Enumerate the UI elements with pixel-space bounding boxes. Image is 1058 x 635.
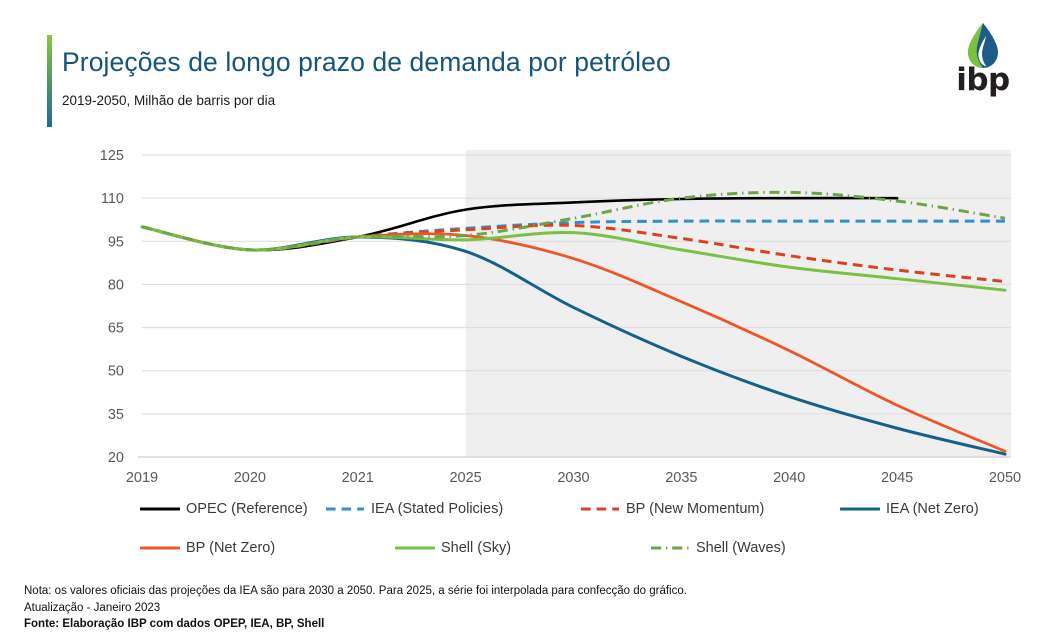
legend-swatch xyxy=(581,507,619,511)
footnote-update: Atualização - Janeiro 2023 xyxy=(24,601,161,614)
legend-item[interactable]: IEA (Net Zero) xyxy=(840,501,979,517)
svg-text:2045: 2045 xyxy=(881,470,913,486)
footnote-source: Fonte: Elaboração IBP com dados OPEP, IE… xyxy=(24,618,325,630)
legend-row: OPEC (Reference) IEA (Stated Policies) BP … xyxy=(140,496,1000,522)
page-subtitle: 2019-2050, Milhão de barris por dia xyxy=(62,93,276,108)
svg-text:2025: 2025 xyxy=(449,470,481,486)
logo-wordmark: ibp xyxy=(956,62,1010,98)
legend-label: Shell (Sky) xyxy=(441,540,512,556)
footnote-note: Nota: os valores oficiais das projeções … xyxy=(24,585,687,597)
data-series-lines xyxy=(140,190,1007,456)
legend-swatch xyxy=(651,546,689,550)
page-title: Projeções de longo prazo de demanda por … xyxy=(62,47,671,77)
x-axis-tick-labels: 2019 2020 2021 2025 2030 2035 2040 2045 2050 xyxy=(126,470,1021,486)
chart-header: Projeções de longo prazo de demanda por … xyxy=(0,0,1058,140)
legend-swatch xyxy=(140,546,180,550)
legend-item[interactable]: Shell (Waves) xyxy=(650,540,786,556)
y-axis-tick-labels: 20 35 50 65 80 95 110 125 xyxy=(100,148,124,466)
ibp-logo: ibp xyxy=(946,22,1020,96)
legend-label: OPEC (Reference) xyxy=(186,501,308,517)
legend-label: BP (New Momentum) xyxy=(626,501,765,517)
svg-text:2035: 2035 xyxy=(665,470,697,486)
legend-item[interactable]: Shell (Sky) xyxy=(395,540,511,556)
svg-text:20: 20 xyxy=(108,450,124,466)
svg-text:2030: 2030 xyxy=(557,470,589,486)
svg-text:2050: 2050 xyxy=(989,470,1021,486)
legend-swatch xyxy=(140,507,180,511)
water-drop-icon xyxy=(968,23,998,68)
legend-item[interactable]: BP (Net Zero) xyxy=(140,540,275,556)
chart-footnotes: Nota: os valores oficiais das projeções … xyxy=(24,583,687,633)
legend-swatch xyxy=(840,507,880,511)
svg-text:80: 80 xyxy=(108,277,124,293)
svg-text:2019: 2019 xyxy=(126,470,158,486)
legend-item[interactable]: IEA (Stated Policies) xyxy=(325,501,503,517)
svg-text:65: 65 xyxy=(108,321,124,337)
svg-text:2021: 2021 xyxy=(342,470,374,486)
projection-shaded-band xyxy=(465,150,1011,457)
chart-legend: OPEC (Reference) IEA (Stated Policies) BP … xyxy=(140,496,1000,556)
svg-text:125: 125 xyxy=(100,148,124,164)
legend-label: IEA (Net Zero) xyxy=(886,501,979,517)
legend-row: BP (Net Zero) Shell (Sky) Shell (Waves) xyxy=(140,522,1000,556)
legend-swatch xyxy=(326,507,364,511)
legend-swatch xyxy=(395,546,435,550)
legend-label: IEA (Stated Policies) xyxy=(371,501,504,517)
chart-plot-area: 20 35 50 65 80 95 110 125 2019 2020 2021 2025 2030 2… xyxy=(0,140,1058,490)
legend-label: BP (Net Zero) xyxy=(186,540,276,556)
legend-label: Shell (Waves) xyxy=(696,540,786,556)
title-accent-bar xyxy=(47,35,52,127)
series-line xyxy=(140,225,1007,292)
svg-text:35: 35 xyxy=(108,407,124,423)
legend-item[interactable]: OPEC (Reference) xyxy=(140,501,308,517)
svg-text:50: 50 xyxy=(108,364,124,380)
legend-item[interactable]: BP (New Momentum) xyxy=(580,501,764,517)
svg-text:110: 110 xyxy=(101,191,124,207)
svg-text:2040: 2040 xyxy=(773,470,805,486)
svg-text:95: 95 xyxy=(108,234,124,250)
svg-text:2020: 2020 xyxy=(234,470,266,486)
